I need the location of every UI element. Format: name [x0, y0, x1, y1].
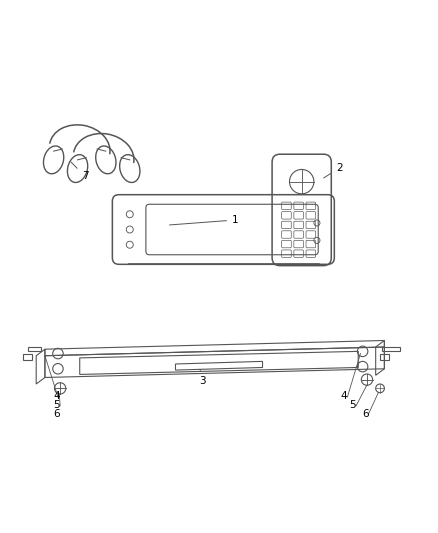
Text: 4: 4 — [341, 391, 347, 401]
Text: 7: 7 — [71, 162, 88, 181]
Text: 5: 5 — [350, 400, 356, 410]
Text: 5: 5 — [53, 400, 60, 410]
Text: 2: 2 — [324, 163, 343, 178]
Text: 6: 6 — [53, 409, 60, 418]
Text: 1: 1 — [170, 215, 239, 225]
Text: 4: 4 — [53, 391, 60, 401]
Text: 6: 6 — [363, 409, 369, 418]
Text: 3: 3 — [199, 369, 206, 386]
